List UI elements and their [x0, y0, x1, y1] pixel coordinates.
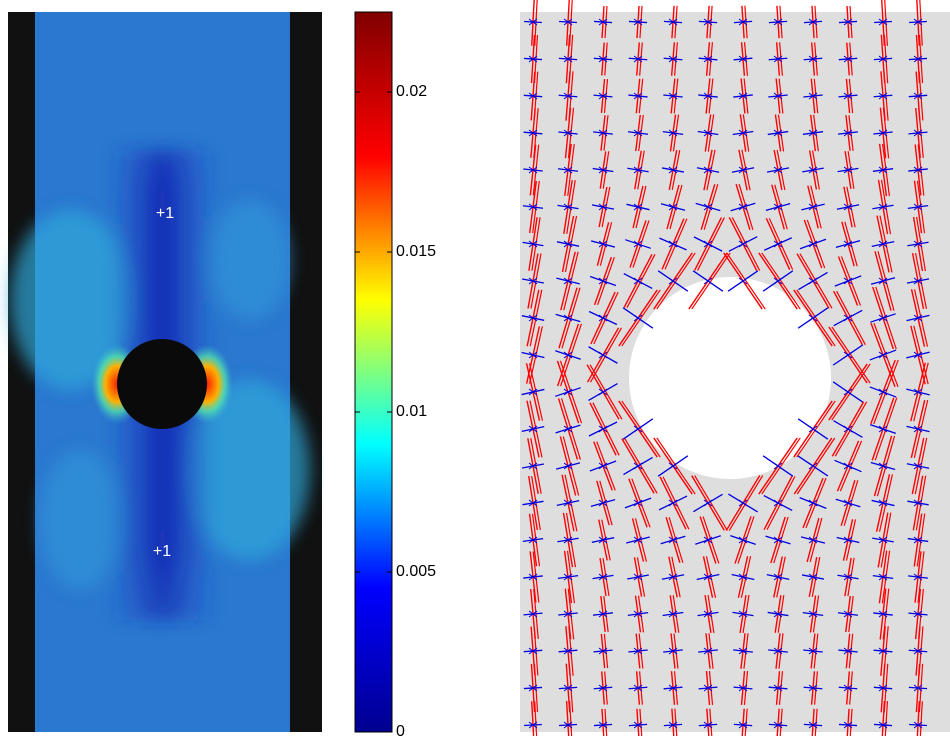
annotation: +1 [156, 205, 174, 222]
colorbar-tick-label: 0.01 [396, 403, 427, 420]
colorbar-tick-label: 0.015 [396, 243, 436, 260]
colorbar-tick-label: 0 [396, 723, 405, 736]
hole [117, 339, 207, 429]
hole [629, 277, 831, 479]
colorbar-scale [355, 12, 392, 732]
figure: +1 +1 0 0.005 0.01 0.015 0.02 [0, 0, 950, 736]
colorbar-tick-label: 0.005 [396, 563, 436, 580]
annotation: +1 [153, 543, 171, 560]
vector-plot [520, 0, 950, 736]
strain-map: +1 +1 [8, 12, 322, 732]
colorbar-tick-label: 0.02 [396, 83, 427, 100]
colorbar: 0 0.005 0.01 0.015 0.02 [355, 12, 436, 736]
